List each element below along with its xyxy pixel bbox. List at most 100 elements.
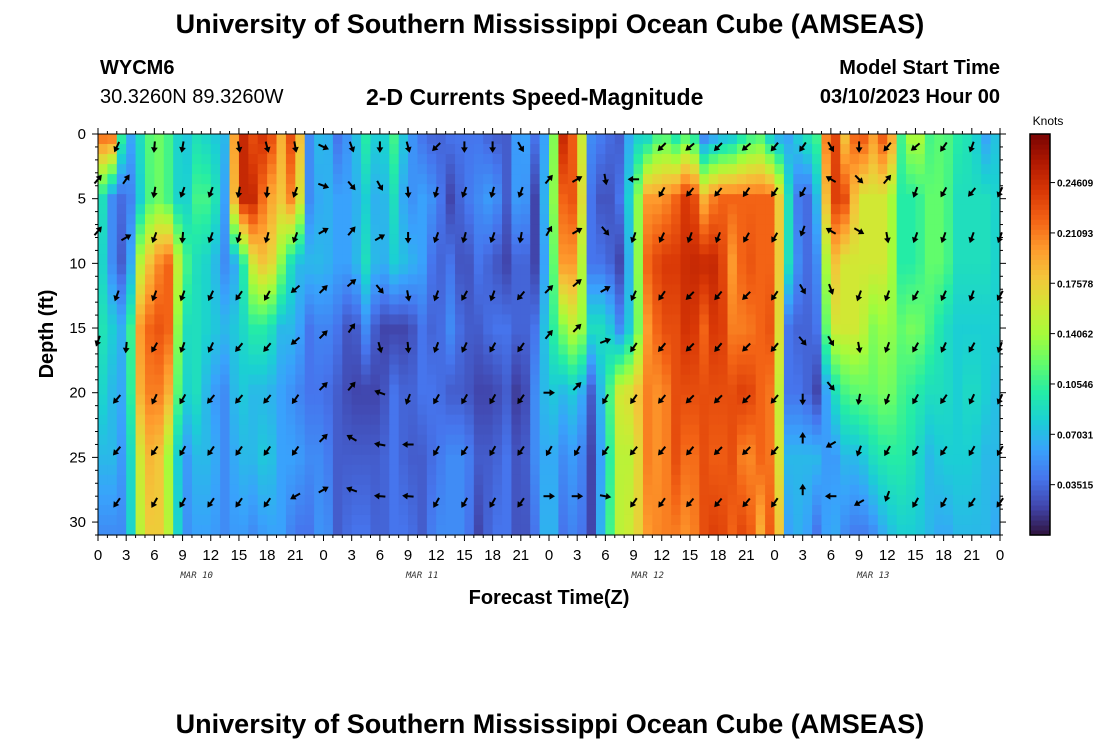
heatmap-cell <box>849 424 860 436</box>
heatmap-cell <box>107 154 118 165</box>
heatmap-cell <box>342 274 353 285</box>
heatmap-cell <box>736 194 747 205</box>
heatmap-cell <box>201 374 212 386</box>
arrow-shaft <box>941 394 948 402</box>
heatmap-cell <box>859 434 870 446</box>
heatmap-cell <box>896 264 907 275</box>
heatmap-cell <box>661 314 672 326</box>
heatmap-cell <box>953 474 964 486</box>
heatmap-cell <box>708 144 719 155</box>
heatmap-cell <box>276 254 287 265</box>
heatmap-cell <box>464 354 475 366</box>
current-vector-arrow <box>235 186 243 199</box>
heatmap-cell <box>445 344 456 356</box>
current-vector-arrow <box>602 393 610 405</box>
heatmap-cell <box>267 144 278 155</box>
heatmap-cell <box>408 364 419 376</box>
heatmap-cell <box>821 454 832 466</box>
heatmap-cell <box>163 374 174 386</box>
heatmap-cell <box>906 364 917 376</box>
heatmap-cell <box>257 234 268 245</box>
arrow-head <box>546 329 553 337</box>
heatmap-cell <box>812 394 823 406</box>
heatmap-cell <box>906 514 917 526</box>
current-vector-arrow <box>151 231 158 244</box>
heatmap-cell <box>906 224 917 235</box>
heatmap-cell <box>549 404 559 416</box>
heatmap-cell <box>680 334 691 346</box>
arrow-shaft <box>318 332 326 340</box>
heatmap-cell <box>304 454 315 466</box>
heatmap-cell <box>295 184 306 195</box>
heatmap-cell <box>774 374 785 386</box>
heatmap-cell <box>765 424 776 436</box>
heatmap-cell <box>417 254 428 265</box>
arrow-head <box>235 192 243 199</box>
current-vector-arrow <box>940 341 947 353</box>
heatmap-cell <box>558 324 569 336</box>
heatmap-cell <box>661 384 672 396</box>
heatmap-cell <box>661 214 672 225</box>
heatmap-cell <box>107 384 118 396</box>
arrow-head <box>549 389 555 397</box>
heatmap-cell <box>182 354 193 366</box>
heatmap-cell <box>652 224 663 235</box>
x-tick-label: 15 <box>231 547 248 564</box>
heatmap-cell <box>633 154 644 165</box>
current-vector-arrow <box>742 394 751 404</box>
heatmap-cell <box>680 294 691 306</box>
heatmap-cell <box>558 444 569 456</box>
heatmap-cell <box>877 284 888 295</box>
heatmap-cell <box>661 274 672 285</box>
heatmap-cell <box>229 504 240 516</box>
arrow-head <box>885 174 892 182</box>
chart-subtitle: 2-D Currents Speed-Magnitude <box>366 84 704 110</box>
heatmap-cell <box>821 464 832 476</box>
heatmap-cell <box>652 394 663 406</box>
heatmap-cell <box>783 404 794 416</box>
heatmap-cell <box>220 284 231 295</box>
heatmap-cell <box>953 364 964 376</box>
heatmap-cell <box>389 194 400 205</box>
heatmap-cell <box>887 304 898 316</box>
heatmap-cell <box>144 274 155 285</box>
heatmap-cell <box>107 484 118 496</box>
heatmap-cell <box>727 224 738 235</box>
arrow-head <box>290 493 297 500</box>
arrow-head <box>373 441 380 448</box>
heatmap-cell <box>755 314 766 326</box>
current-vector-arrow <box>799 283 806 295</box>
heatmap-cell <box>943 154 954 165</box>
heatmap-cell <box>887 284 898 295</box>
arrow-shaft <box>406 290 410 298</box>
heatmap-cell <box>943 444 954 456</box>
heatmap-cell <box>229 524 240 536</box>
arrow-head <box>912 397 919 405</box>
heatmap-cell <box>567 174 578 185</box>
heatmap-cell <box>614 444 625 456</box>
heatmap-cell <box>323 344 334 356</box>
heatmap-cell <box>539 414 550 426</box>
heatmap-cell <box>379 354 390 366</box>
arrow-head <box>433 449 439 457</box>
heatmap-cell <box>727 234 738 245</box>
heatmap-cell <box>567 354 578 366</box>
current-vector-arrow <box>967 187 977 197</box>
heatmap-cell <box>718 334 729 346</box>
heatmap-cell <box>633 264 644 275</box>
heatmap-cell <box>680 204 691 215</box>
heatmap-cell <box>906 524 917 536</box>
heatmap-cell <box>276 204 287 215</box>
heatmap-cell <box>304 284 315 295</box>
heatmap-cell <box>436 434 447 446</box>
heatmap-cell <box>793 414 804 426</box>
heatmap-cell <box>605 314 616 326</box>
heatmap-cell <box>520 364 531 376</box>
heatmap-cell <box>201 364 212 376</box>
heatmap-cell <box>539 394 550 406</box>
heatmap-cell <box>868 524 879 536</box>
heatmap-cell <box>323 224 334 235</box>
heatmap-cell <box>934 404 945 416</box>
heatmap-cell <box>849 264 860 275</box>
heatmap-cell <box>971 304 982 316</box>
